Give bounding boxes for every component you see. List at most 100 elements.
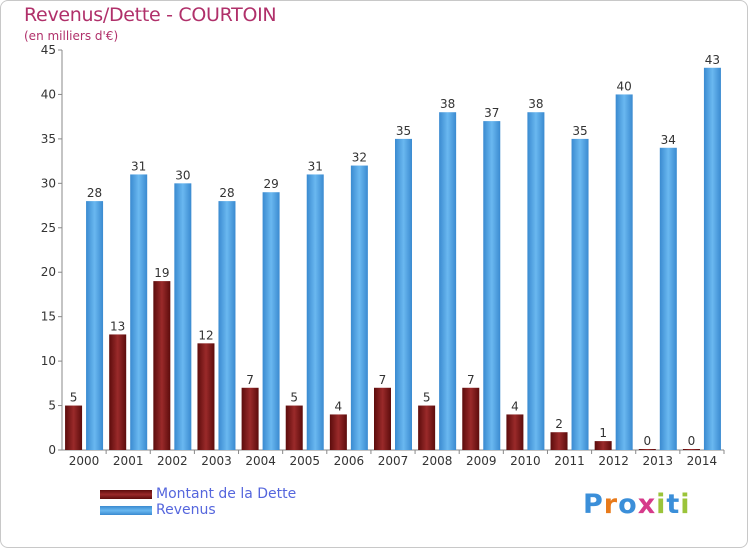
data-label-dette: 1 bbox=[599, 426, 607, 440]
bar-dette bbox=[374, 387, 391, 450]
y-tick-label: 20 bbox=[41, 265, 56, 279]
data-label-revenus: 35 bbox=[572, 124, 587, 138]
data-label-revenus: 31 bbox=[131, 159, 146, 173]
data-label-revenus: 32 bbox=[352, 151, 367, 165]
data-label-dette: 4 bbox=[335, 399, 343, 413]
x-tick-label: 2000 bbox=[69, 454, 100, 468]
bar-revenus bbox=[659, 147, 677, 450]
logo-letter: i bbox=[656, 489, 667, 520]
proxiti-logo: Proxiti bbox=[583, 489, 691, 520]
legend-item-revenus: Revenus bbox=[100, 502, 296, 518]
bar-dette bbox=[462, 387, 480, 450]
x-tick-label: 2012 bbox=[598, 454, 629, 468]
y-tick-label: 35 bbox=[41, 132, 56, 146]
x-tick-label: 2004 bbox=[245, 454, 276, 468]
x-tick-label: 2007 bbox=[378, 454, 409, 468]
data-label-dette: 7 bbox=[467, 373, 475, 387]
bar-dette bbox=[418, 405, 436, 450]
data-label-dette: 12 bbox=[198, 328, 213, 342]
data-label-dette: 19 bbox=[154, 266, 169, 280]
data-label-revenus: 38 bbox=[440, 97, 455, 111]
data-label-dette: 7 bbox=[379, 373, 387, 387]
data-label-revenus: 43 bbox=[705, 53, 720, 67]
x-tick-label: 2011 bbox=[554, 454, 585, 468]
data-label-dette: 0 bbox=[643, 434, 651, 448]
legend-swatch-revenus bbox=[100, 505, 152, 515]
bar-revenus bbox=[174, 183, 192, 451]
logo-letter: x bbox=[637, 489, 657, 520]
y-tick-label: 40 bbox=[41, 87, 56, 101]
data-label-revenus: 29 bbox=[263, 177, 278, 191]
data-label-dette: 4 bbox=[511, 399, 519, 413]
data-label-revenus: 35 bbox=[396, 124, 411, 138]
bar-dette bbox=[506, 414, 524, 450]
bar-dette bbox=[65, 405, 83, 450]
bar-dette bbox=[638, 449, 656, 450]
x-tick-label: 2001 bbox=[113, 454, 144, 468]
logo-letter: o bbox=[618, 489, 638, 520]
bar-revenus bbox=[306, 174, 324, 450]
data-label-revenus: 40 bbox=[617, 79, 632, 93]
legend-swatch-dette bbox=[100, 489, 152, 499]
data-label-dette: 13 bbox=[110, 319, 125, 333]
bar-revenus bbox=[703, 67, 721, 451]
x-tick-label: 2005 bbox=[289, 454, 320, 468]
bar-dette bbox=[109, 334, 127, 450]
data-label-revenus: 28 bbox=[219, 186, 234, 200]
bar-revenus bbox=[350, 165, 368, 451]
bar-revenus bbox=[483, 121, 501, 450]
legend: Montant de la Dette Revenus bbox=[100, 486, 296, 518]
data-label-revenus: 37 bbox=[484, 106, 499, 120]
y-tick-label: 5 bbox=[48, 399, 56, 413]
x-tick-label: 2010 bbox=[510, 454, 541, 468]
data-label-dette: 7 bbox=[246, 373, 254, 387]
legend-item-dette: Montant de la Dette bbox=[100, 486, 296, 502]
chart-subtitle: (en milliers d'€) bbox=[24, 29, 119, 43]
bar-dette bbox=[550, 432, 568, 450]
data-label-dette: 2 bbox=[555, 417, 563, 431]
bar-dette bbox=[153, 281, 171, 450]
bar-revenus bbox=[130, 174, 148, 450]
data-label-revenus: 28 bbox=[87, 186, 102, 200]
bar-revenus bbox=[527, 112, 545, 450]
bar-revenus bbox=[395, 138, 412, 450]
y-tick-label: 30 bbox=[41, 176, 56, 190]
logo-letter: P bbox=[583, 489, 604, 520]
y-tick-label: 0 bbox=[48, 443, 56, 457]
bar-revenus bbox=[571, 138, 589, 450]
chart-title: Revenus/Dette - COURTOIN bbox=[24, 4, 277, 26]
bar-dette bbox=[329, 414, 347, 450]
bar-revenus bbox=[86, 201, 104, 450]
y-tick-label: 25 bbox=[41, 221, 56, 235]
data-label-dette: 5 bbox=[70, 391, 78, 405]
x-tick-label: 2014 bbox=[687, 454, 718, 468]
bar-revenus bbox=[262, 192, 280, 450]
bar-revenus bbox=[615, 94, 633, 450]
x-tick-label: 2009 bbox=[466, 454, 497, 468]
data-label-dette: 0 bbox=[688, 434, 696, 448]
data-label-revenus: 31 bbox=[308, 159, 323, 173]
x-tick-label: 2002 bbox=[157, 454, 188, 468]
bar-dette bbox=[594, 441, 612, 450]
y-tick-label: 45 bbox=[41, 43, 56, 57]
logo-letter: t bbox=[666, 489, 681, 520]
logo-letter: i bbox=[680, 489, 691, 520]
bar-revenus bbox=[218, 201, 236, 450]
data-label-revenus: 34 bbox=[661, 133, 676, 147]
x-tick-label: 2008 bbox=[422, 454, 453, 468]
logo-letter: r bbox=[603, 489, 619, 520]
x-tick-label: 2006 bbox=[334, 454, 365, 468]
legend-label-dette: Montant de la Dette bbox=[156, 486, 297, 502]
data-label-dette: 5 bbox=[423, 391, 431, 405]
x-tick-label: 2013 bbox=[643, 454, 674, 468]
data-label-revenus: 38 bbox=[528, 97, 543, 111]
bar-revenus bbox=[439, 112, 457, 450]
y-tick-label: 10 bbox=[41, 354, 56, 368]
y-tick-label: 15 bbox=[41, 310, 56, 324]
data-label-dette: 5 bbox=[290, 391, 298, 405]
bar-dette bbox=[197, 343, 215, 450]
legend-label-revenus: Revenus bbox=[156, 502, 216, 518]
bar-dette bbox=[682, 449, 700, 450]
x-tick-label: 2003 bbox=[201, 454, 232, 468]
